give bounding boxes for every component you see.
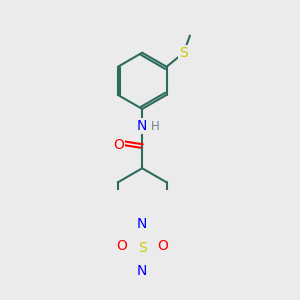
Text: N: N [137,218,147,232]
Text: O: O [113,138,124,152]
Text: O: O [157,239,168,253]
Text: N: N [137,119,147,133]
Text: S: S [138,241,147,255]
Text: O: O [116,239,127,253]
Text: H: H [151,120,160,133]
Text: N: N [137,264,147,278]
Text: S: S [179,46,188,60]
